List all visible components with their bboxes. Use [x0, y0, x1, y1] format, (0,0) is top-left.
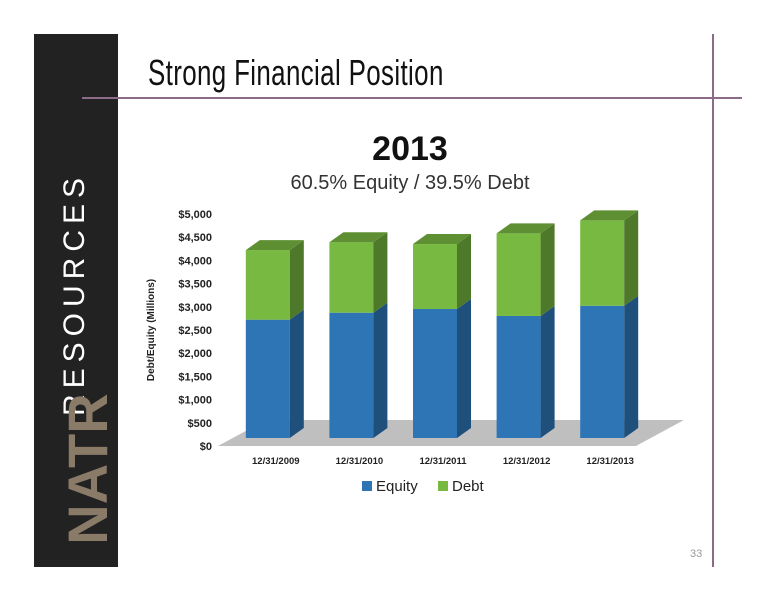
- x-tick-label: 12/31/2010: [336, 456, 384, 467]
- x-tick-label: 12/31/2013: [586, 456, 634, 467]
- chart-title: 2013: [372, 130, 448, 168]
- x-tick-label: 12/31/2012: [503, 456, 551, 467]
- bar-debt-top: [329, 232, 388, 243]
- page-number: 33: [690, 548, 703, 560]
- brand-sidebar: RESOURCES NATR: [34, 34, 118, 567]
- horizontal-rule: [82, 97, 742, 99]
- legend-swatch: [438, 481, 448, 491]
- bar-equity: [496, 315, 541, 438]
- bar-debt-side: [289, 240, 304, 320]
- y-tick-label: $4,000: [178, 255, 212, 267]
- bar-group: [580, 210, 639, 438]
- y-tick-label: $1,000: [178, 395, 212, 407]
- bar-equity: [245, 319, 290, 438]
- bar-debt-side: [373, 232, 388, 313]
- bar-debt-top: [580, 210, 639, 221]
- bar-debt: [413, 244, 457, 310]
- bar-debt: [245, 250, 290, 320]
- bar-equity-side: [540, 305, 555, 438]
- bar-equity: [580, 305, 625, 438]
- y-tick-label: $4,500: [178, 232, 212, 244]
- bar-group: [413, 234, 471, 438]
- y-tick-label: $3,000: [178, 302, 212, 314]
- bar-debt: [329, 242, 374, 313]
- bar-group: [329, 232, 388, 438]
- x-tick-label: 12/31/2011: [419, 456, 467, 467]
- bar-debt-top: [413, 234, 471, 245]
- bar-debt-top: [496, 223, 555, 234]
- bar-debt-side: [540, 223, 555, 316]
- y-tick-label: $3,500: [178, 279, 212, 291]
- y-tick-label: $2,500: [178, 325, 212, 337]
- y-tick-label: $5,000: [178, 209, 212, 221]
- y-axis-label: Debt/Equity (Millions): [146, 279, 157, 381]
- bar-debt: [496, 233, 541, 316]
- bar-equity-side: [457, 299, 471, 438]
- bar-equity-side: [289, 309, 304, 438]
- y-tick-label: $500: [188, 418, 212, 430]
- bar-debt-top: [245, 240, 304, 251]
- bar-equity-side: [373, 302, 388, 438]
- bar-debt: [580, 220, 625, 306]
- chart-subtitle: 60.5% Equity / 39.5% Debt: [290, 172, 530, 194]
- y-tick-label: $2,000: [178, 348, 212, 360]
- bar-equity: [329, 312, 374, 438]
- brand-logo: RESOURCES NATR: [56, 172, 118, 545]
- slide-title: Strong Financial Position: [148, 52, 444, 93]
- y-tick-label: $1,500: [178, 371, 212, 383]
- brand-text: RESOURCES: [58, 172, 91, 416]
- y-tick-label: $0: [200, 441, 212, 453]
- x-tick-label: 12/31/2009: [252, 456, 300, 467]
- stacked-bar-chart: $0 $500 $1,000 $1,500 $2,000 $2,500 $3,000 $3,5…: [146, 209, 684, 495]
- bar-group: [496, 223, 555, 438]
- legend-label: Debt: [452, 478, 485, 495]
- bar-equity: [413, 309, 457, 438]
- legend-label: Equity: [376, 478, 418, 495]
- bar-debt-side: [624, 210, 639, 306]
- bar-equity-side: [624, 295, 639, 438]
- brand-initials: NATR: [56, 393, 118, 544]
- vertical-rule: [712, 34, 714, 567]
- bar-debt-side: [457, 234, 471, 310]
- bar-group: [245, 240, 304, 438]
- legend-swatch: [362, 481, 372, 491]
